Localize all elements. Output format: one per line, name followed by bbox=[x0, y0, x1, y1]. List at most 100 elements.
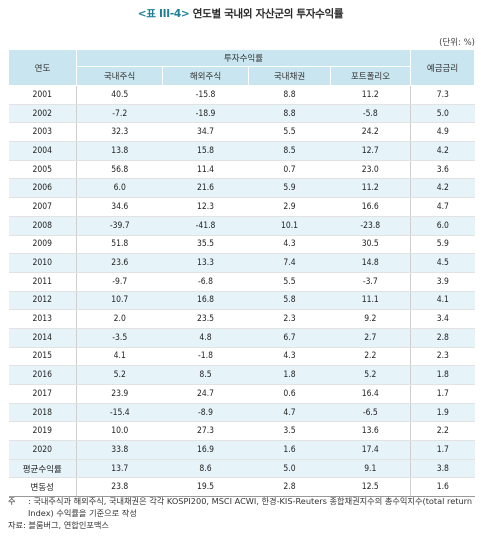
deposit-rate-cell: 1.9 bbox=[410, 403, 475, 423]
footnote-mark: 주 bbox=[8, 496, 16, 506]
domestic-stock-cell: 51.8 bbox=[76, 235, 163, 255]
portfolio-cell: 5.2 bbox=[330, 365, 411, 385]
table-row: 2005 56.8 11.4 0.7 23.0 3.6 bbox=[8, 160, 475, 180]
foreign-stock-cell: -18.9 bbox=[162, 104, 249, 124]
deposit-rate-cell: 4.1 bbox=[410, 291, 475, 311]
portfolio-cell: 2.2 bbox=[330, 347, 411, 367]
portfolio-cell: 23.0 bbox=[330, 160, 411, 180]
foreign-stock-cell: 8.6 bbox=[162, 458, 249, 479]
row-label-cell: 2012 bbox=[8, 291, 77, 311]
foreign-stock-cell: 16.9 bbox=[162, 440, 249, 460]
table-row: 2009 51.8 35.5 4.3 30.5 5.9 bbox=[8, 235, 475, 255]
deposit-rate-cell: 2.8 bbox=[410, 328, 475, 348]
domestic-stock-cell: 23.8 bbox=[76, 477, 163, 498]
table-caption: 연도별 국내외 자산군의 투자수익률 bbox=[192, 8, 344, 20]
deposit-rate-cell: 4.2 bbox=[410, 141, 475, 161]
domestic-bond-cell: 2.8 bbox=[248, 477, 331, 498]
domestic-bond-cell: 5.5 bbox=[248, 122, 331, 143]
header-portfolio: 포트폴리오 bbox=[329, 66, 412, 86]
table-row: 2006 6.0 21.6 5.9 11.2 4.2 bbox=[8, 178, 475, 199]
portfolio-cell: -3.7 bbox=[330, 272, 411, 292]
foreign-stock-cell: 35.5 bbox=[162, 235, 249, 255]
domestic-bond-cell: 8.8 bbox=[248, 85, 331, 105]
row-label-cell: 2011 bbox=[8, 272, 77, 292]
table-row: 2020 33.8 16.9 1.6 17.4 1.7 bbox=[8, 440, 475, 460]
row-label-cell: 2006 bbox=[8, 178, 77, 199]
row-label-cell: 2020 bbox=[8, 440, 77, 460]
domestic-bond-cell: 4.7 bbox=[248, 403, 331, 423]
domestic-bond-cell: 2.9 bbox=[248, 197, 331, 217]
row-label-cell: 2017 bbox=[8, 384, 77, 404]
foreign-stock-cell: 4.8 bbox=[162, 328, 249, 348]
header-foreign-stock: 해외주식 bbox=[162, 66, 249, 86]
domestic-bond-cell: 2.3 bbox=[248, 309, 331, 329]
domestic-stock-cell: 56.8 bbox=[76, 160, 163, 180]
row-label-cell: 2004 bbox=[8, 141, 77, 161]
deposit-rate-cell: 4.7 bbox=[410, 197, 475, 217]
row-label-cell: 2015 bbox=[8, 347, 77, 367]
portfolio-cell: 11.1 bbox=[330, 291, 411, 311]
foreign-stock-cell: 15.8 bbox=[162, 141, 249, 161]
portfolio-cell: -5.8 bbox=[330, 104, 411, 124]
table-row: 2001 40.5 -15.8 8.8 11.2 7.3 bbox=[8, 85, 475, 105]
table-number: <표 III-4> bbox=[137, 8, 190, 20]
domestic-bond-cell: 4.3 bbox=[248, 235, 331, 255]
portfolio-cell: 30.5 bbox=[330, 235, 411, 255]
summary-row-volatility: 변동성 23.8 19.5 2.8 12.5 1.6 bbox=[8, 477, 475, 498]
foreign-stock-cell: 8.5 bbox=[162, 365, 249, 385]
deposit-rate-cell: 1.7 bbox=[410, 440, 475, 460]
deposit-rate-cell: 2.3 bbox=[410, 347, 475, 367]
portfolio-cell: -6.5 bbox=[330, 403, 411, 423]
portfolio-cell: 24.2 bbox=[330, 122, 411, 143]
table-row: 2015 4.1 -1.8 4.3 2.2 2.3 bbox=[8, 347, 475, 367]
portfolio-cell: 16.4 bbox=[330, 384, 411, 404]
table-row: 2014 -3.5 4.8 6.7 2.7 2.8 bbox=[8, 328, 475, 348]
domestic-bond-cell: 1.6 bbox=[248, 440, 331, 460]
row-label-cell: 2005 bbox=[8, 160, 77, 180]
row-label-cell: 2013 bbox=[8, 309, 77, 329]
deposit-rate-cell: 1.6 bbox=[410, 477, 475, 498]
foreign-stock-cell: -8.9 bbox=[162, 403, 249, 423]
domestic-bond-cell: 1.8 bbox=[248, 365, 331, 385]
foreign-stock-cell: 13.3 bbox=[162, 253, 249, 273]
header-domestic-stock: 국내주식 bbox=[76, 66, 163, 86]
row-label-cell: 2009 bbox=[8, 235, 77, 255]
domestic-bond-cell: 5.9 bbox=[248, 178, 331, 199]
portfolio-cell: 9.2 bbox=[330, 309, 411, 329]
domestic-stock-cell: 2.0 bbox=[76, 309, 163, 329]
deposit-rate-cell: 7.3 bbox=[410, 85, 475, 105]
portfolio-cell: 13.6 bbox=[330, 421, 411, 442]
row-label-cell: 2019 bbox=[8, 421, 77, 442]
table-row: 2011 -9.7 -6.8 5.5 -3.7 3.9 bbox=[8, 272, 475, 292]
portfolio-cell: 9.1 bbox=[330, 458, 411, 479]
domestic-bond-cell: 10.1 bbox=[248, 216, 331, 236]
domestic-stock-cell: 6.0 bbox=[76, 178, 163, 199]
deposit-rate-cell: 5.0 bbox=[410, 104, 475, 124]
table-row: 2008 -39.7 -41.8 10.1 -23.8 6.0 bbox=[8, 216, 475, 236]
header-year: 연도 bbox=[8, 49, 77, 86]
unit-label: (단위: %) bbox=[439, 38, 475, 48]
table-row: 2007 34.6 12.3 2.9 16.6 4.7 bbox=[8, 197, 475, 217]
domestic-bond-cell: 0.7 bbox=[248, 160, 331, 180]
domestic-stock-cell: -15.4 bbox=[76, 403, 163, 423]
foreign-stock-cell: -6.8 bbox=[162, 272, 249, 292]
domestic-stock-cell: 32.3 bbox=[76, 122, 163, 143]
row-label-cell: 변동성 bbox=[8, 477, 77, 498]
deposit-rate-cell: 1.8 bbox=[410, 365, 475, 385]
foreign-stock-cell: 19.5 bbox=[162, 477, 249, 498]
deposit-rate-cell: 4.2 bbox=[410, 178, 475, 199]
domestic-stock-cell: -9.7 bbox=[76, 272, 163, 292]
row-label-cell: 2010 bbox=[8, 253, 77, 273]
summary-row-average: 평균수익률 13.7 8.6 5.0 9.1 3.8 bbox=[8, 458, 475, 479]
domestic-stock-cell: 23.6 bbox=[76, 253, 163, 273]
foreign-stock-cell: 16.8 bbox=[162, 291, 249, 311]
deposit-rate-cell: 3.4 bbox=[410, 309, 475, 329]
domestic-bond-cell: 8.8 bbox=[248, 104, 331, 124]
domestic-stock-cell: -3.5 bbox=[76, 328, 163, 348]
portfolio-cell: 16.6 bbox=[330, 197, 411, 217]
deposit-rate-cell: 2.2 bbox=[410, 421, 475, 442]
deposit-rate-cell: 3.6 bbox=[410, 160, 475, 180]
domestic-stock-cell: -7.2 bbox=[76, 104, 163, 124]
domestic-stock-cell: 23.9 bbox=[76, 384, 163, 404]
row-label-cell: 평균수익률 bbox=[8, 458, 77, 479]
